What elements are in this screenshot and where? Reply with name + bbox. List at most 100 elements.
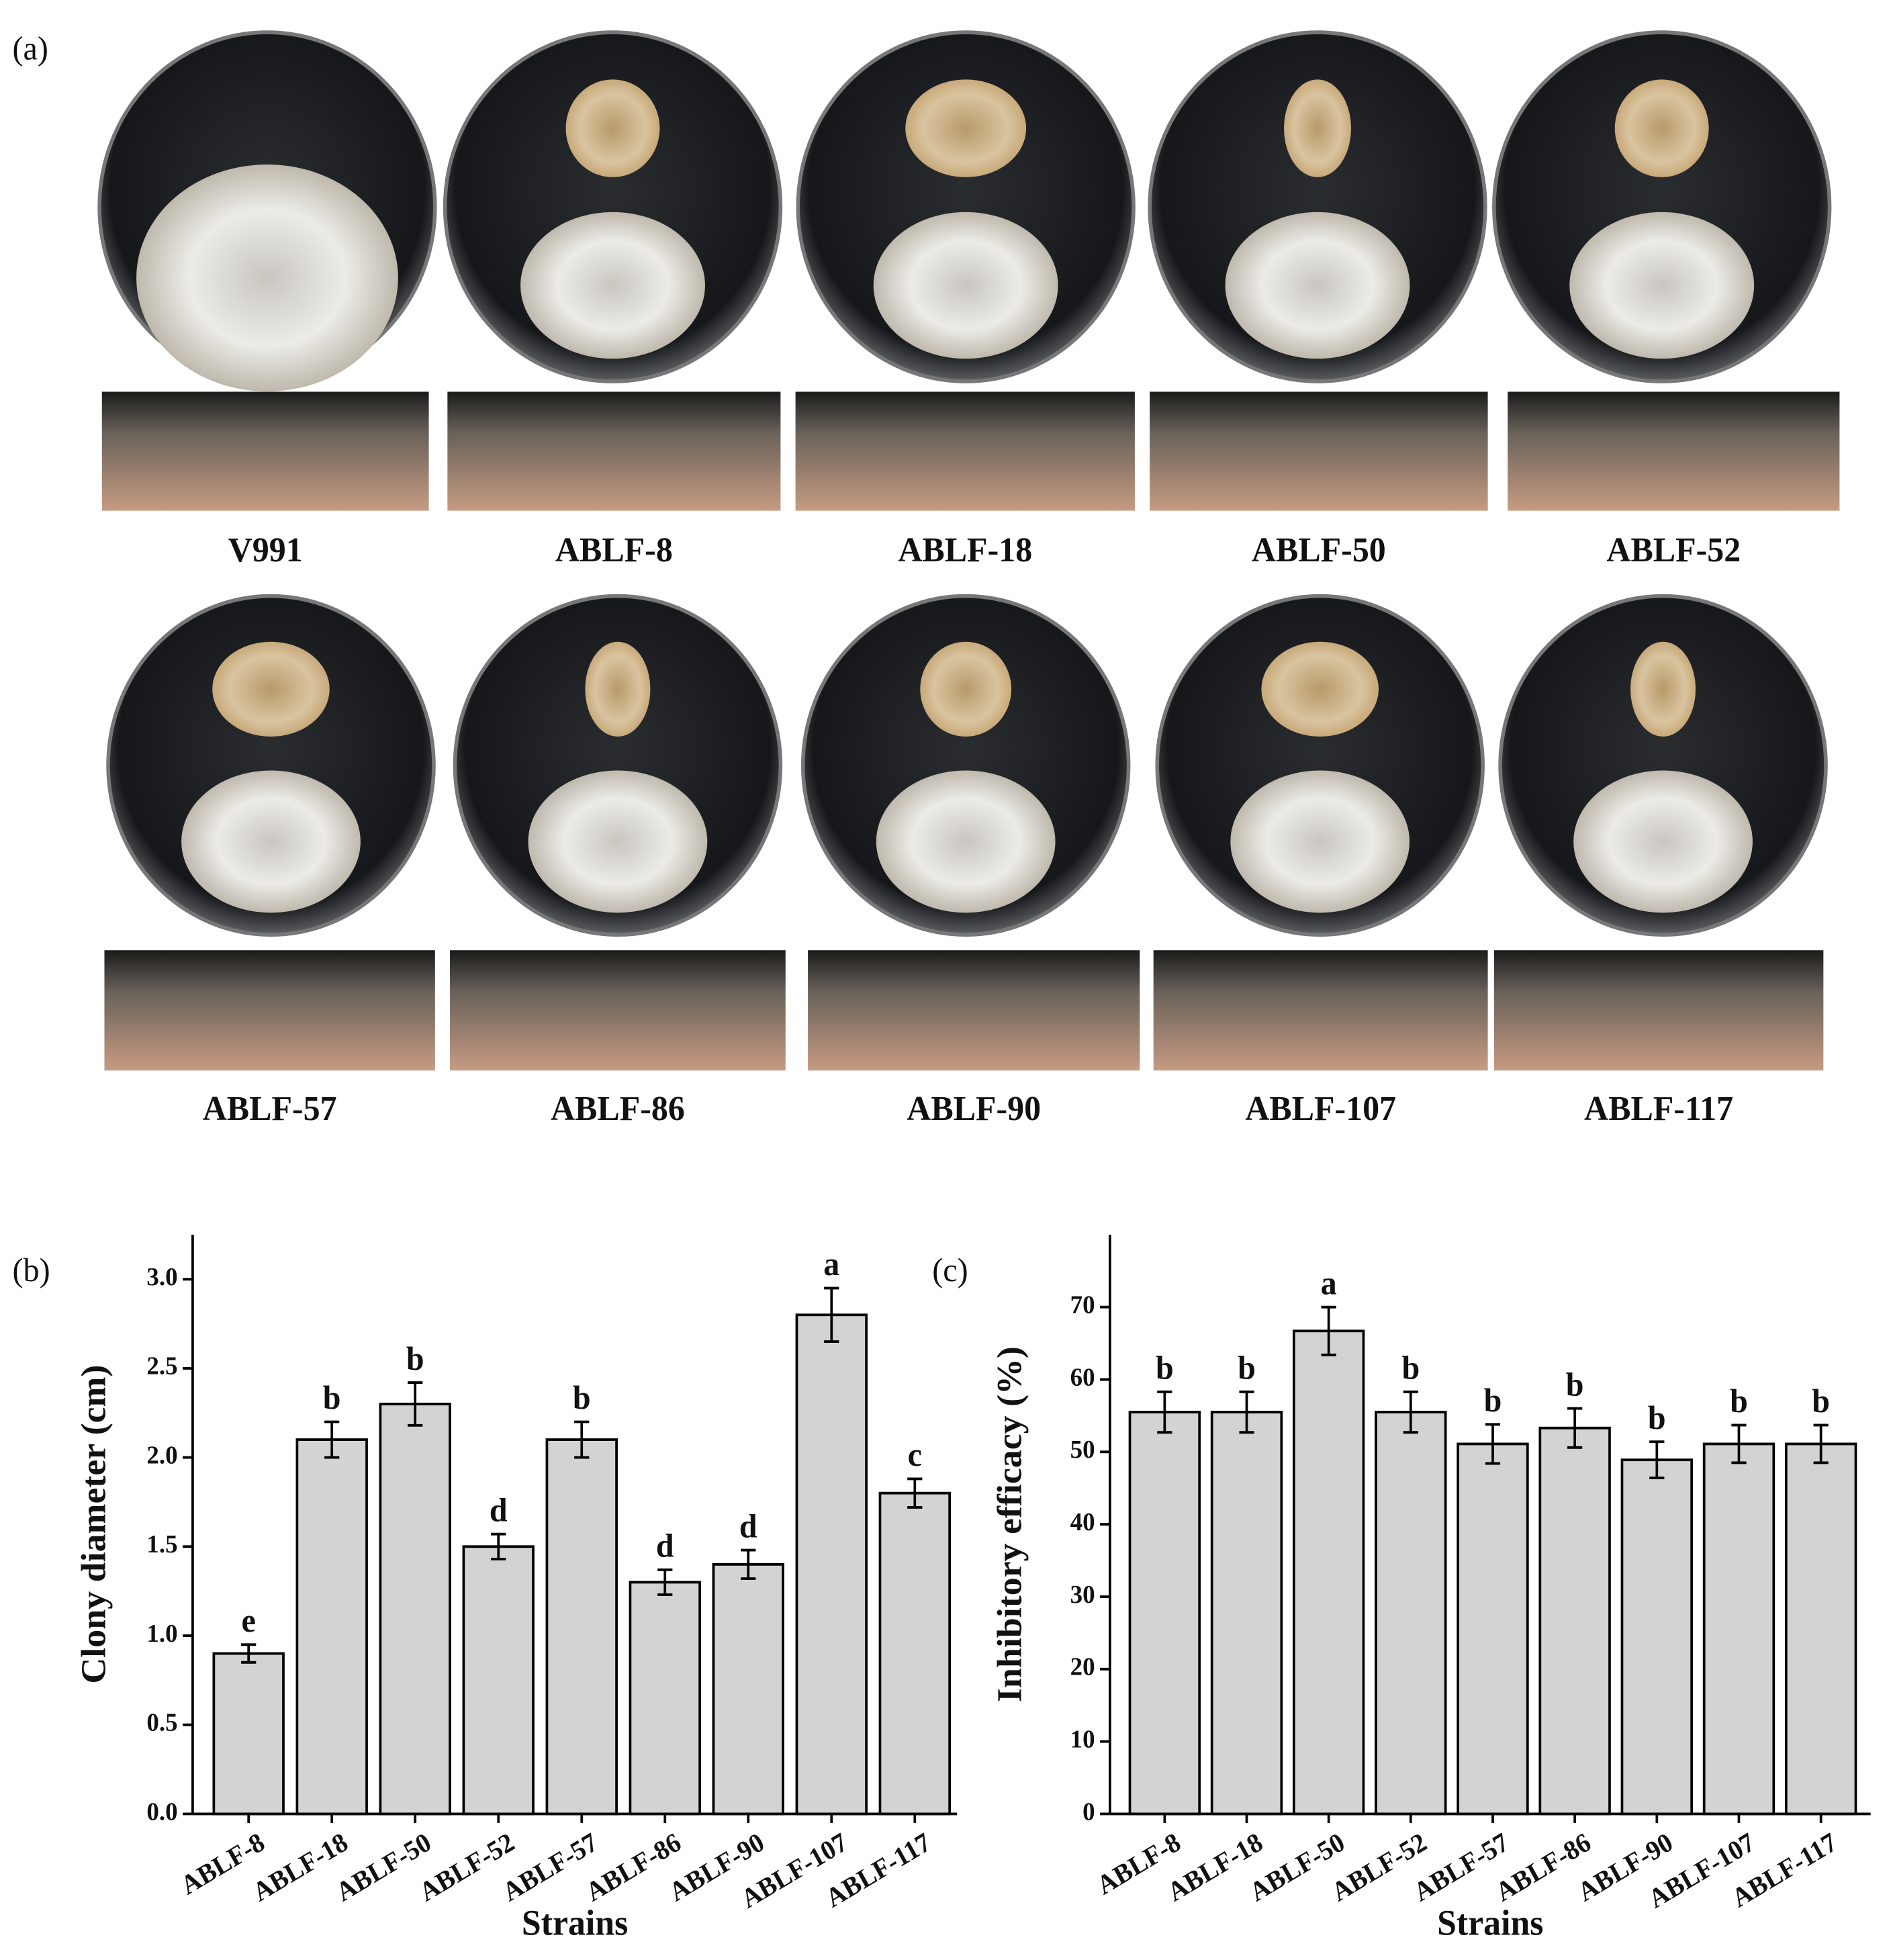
error-bar bbox=[408, 1381, 423, 1427]
strain-label: V991 bbox=[228, 531, 303, 569]
y-tick-label: 30 bbox=[1070, 1580, 1095, 1609]
significance-letter: a bbox=[1321, 1264, 1337, 1301]
bar bbox=[1457, 1442, 1529, 1816]
pathogen-colony bbox=[520, 212, 705, 359]
y-tick-label: 0 bbox=[1082, 1798, 1095, 1826]
strain-label: ABLF-90 bbox=[907, 1090, 1041, 1128]
antagonist-colony bbox=[212, 641, 330, 737]
bar bbox=[295, 1438, 368, 1816]
antagonist-colony bbox=[1284, 79, 1351, 177]
y-axis-label: Clony diameter (cm) bbox=[75, 1365, 113, 1684]
significance-letter: b bbox=[1156, 1349, 1174, 1387]
bar bbox=[1620, 1458, 1693, 1816]
y-tick-label: 1.5 bbox=[146, 1530, 177, 1558]
significance-letter: b bbox=[406, 1340, 424, 1377]
strain-label: ABLF-18 bbox=[898, 531, 1032, 569]
bar bbox=[462, 1545, 535, 1816]
bar bbox=[1128, 1411, 1201, 1816]
pathogen-colony bbox=[1230, 770, 1410, 913]
x-tick-label: ABLF-57 bbox=[498, 1827, 602, 1908]
bar bbox=[379, 1403, 451, 1816]
x-axis-label: Strains bbox=[1437, 1903, 1543, 1943]
y-axis-label: Inhibitory efficacy (%) bbox=[990, 1346, 1029, 1702]
y-tick-label: 0.0 bbox=[146, 1798, 177, 1826]
panel-label: (b) bbox=[13, 1251, 50, 1289]
y-tick-label: 2.5 bbox=[146, 1352, 177, 1381]
x-axis-label: Strains bbox=[522, 1903, 628, 1943]
antagonist-colony bbox=[565, 79, 660, 177]
bar bbox=[795, 1313, 868, 1816]
significance-letter: a bbox=[823, 1245, 839, 1282]
error-bar bbox=[324, 1420, 340, 1459]
antagonist-colony bbox=[905, 79, 1027, 177]
pathogen-colony bbox=[876, 770, 1056, 913]
significance-letter: b bbox=[1730, 1382, 1748, 1419]
significance-letter: b bbox=[1238, 1349, 1256, 1387]
antagonist-colony bbox=[1614, 79, 1709, 177]
strain-label: ABLF-57 bbox=[203, 1090, 337, 1128]
closeup-photo bbox=[101, 391, 429, 511]
y-tick-label: 1.0 bbox=[146, 1619, 177, 1648]
error-bar bbox=[657, 1568, 673, 1596]
bar bbox=[629, 1581, 701, 1816]
significance-letter: b bbox=[323, 1379, 341, 1416]
error-bar bbox=[1157, 1390, 1172, 1434]
strain-label: ABLF-50 bbox=[1252, 531, 1386, 569]
y-tick-label: 70 bbox=[1070, 1291, 1095, 1319]
significance-letter: e bbox=[242, 1601, 256, 1639]
x-tick-label: ABLF-86 bbox=[581, 1827, 686, 1908]
closeup-photo bbox=[1150, 391, 1488, 511]
bar bbox=[1375, 1411, 1447, 1816]
error-bar bbox=[741, 1548, 756, 1580]
pathogen-colony bbox=[1569, 212, 1755, 359]
bar bbox=[1292, 1329, 1365, 1816]
significance-letter: b bbox=[573, 1379, 591, 1416]
strain-label: ABLF-117 bbox=[1584, 1090, 1733, 1128]
y-tick-label: 3.0 bbox=[146, 1262, 177, 1291]
y-tick-label: 60 bbox=[1070, 1363, 1095, 1392]
error-bar bbox=[574, 1420, 590, 1459]
closeup-photo bbox=[808, 950, 1140, 1071]
significance-letter: b bbox=[1566, 1365, 1584, 1403]
significance-letter: b bbox=[1812, 1382, 1830, 1419]
bar bbox=[712, 1562, 784, 1816]
significance-letter: b bbox=[1401, 1349, 1420, 1387]
bar bbox=[1210, 1411, 1283, 1816]
bar bbox=[1538, 1426, 1611, 1816]
pathogen-colony bbox=[528, 770, 708, 913]
bar bbox=[545, 1438, 618, 1816]
antagonist-colony bbox=[1261, 641, 1379, 737]
antagonist-colony bbox=[1630, 641, 1696, 737]
x-tick-label: ABLF-18 bbox=[248, 1827, 353, 1908]
closeup-photo bbox=[450, 950, 786, 1071]
pathogen-colony bbox=[1225, 212, 1410, 359]
y-tick-label: 2.0 bbox=[146, 1441, 177, 1470]
y-tick-label: 0.5 bbox=[146, 1708, 177, 1737]
strain-label: ABLF-107 bbox=[1245, 1090, 1396, 1128]
bar bbox=[1702, 1442, 1775, 1816]
antagonist-colony bbox=[585, 641, 651, 737]
error-bar bbox=[824, 1287, 839, 1343]
error-bar bbox=[1813, 1424, 1829, 1464]
closeup-photo bbox=[795, 391, 1135, 511]
strain-label: ABLF-86 bbox=[551, 1090, 685, 1128]
error-bar bbox=[1649, 1440, 1665, 1480]
pathogen-colony bbox=[873, 212, 1058, 359]
y-tick-label: 10 bbox=[1070, 1725, 1095, 1754]
closeup-photo bbox=[104, 950, 435, 1071]
significance-letter: d bbox=[739, 1507, 757, 1544]
closeup-photo bbox=[1153, 950, 1488, 1071]
closeup-photo bbox=[447, 391, 781, 511]
significance-letter: b bbox=[1484, 1381, 1502, 1419]
strain-label: ABLF-52 bbox=[1606, 531, 1741, 569]
significance-letter: d bbox=[490, 1491, 508, 1529]
fungal-colony bbox=[136, 165, 398, 391]
significance-letter: b bbox=[1648, 1399, 1666, 1436]
bar bbox=[1784, 1442, 1857, 1816]
x-tick-label: ABLF-52 bbox=[414, 1827, 519, 1908]
significance-letter: c bbox=[908, 1436, 922, 1473]
closeup-photo bbox=[1493, 950, 1824, 1071]
y-tick-label: 50 bbox=[1070, 1435, 1095, 1464]
significance-letter: d bbox=[656, 1527, 674, 1565]
